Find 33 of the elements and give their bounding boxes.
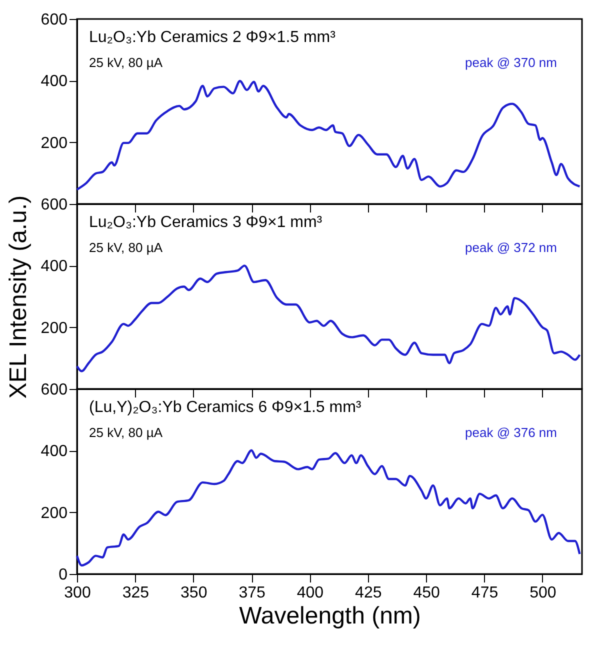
x-tick-label: 450 <box>413 584 440 602</box>
line-series <box>76 449 581 566</box>
annotation: peak @ 376 nm <box>465 425 557 440</box>
annotation: 25 kV, 80 µA <box>89 425 163 440</box>
x-tick-label: 300 <box>64 584 91 602</box>
annotation: peak @ 370 nm <box>465 55 557 70</box>
y-tick-label: 400 <box>40 443 68 460</box>
x-axis-title: Wavelength (nm) <box>239 602 421 630</box>
y-tick-label: 600 <box>40 382 68 398</box>
y-tick-label: 200 <box>40 320 68 337</box>
annotation: (Lu,Y)₂O₃:Yb Ceramics 6 Φ9×1.5 mm³ <box>89 399 362 416</box>
y-tick-label: 200 <box>40 134 68 152</box>
annotation: 25 kV, 80 µA <box>89 55 163 70</box>
line-series <box>76 80 581 191</box>
line-series <box>76 264 581 372</box>
x-tick-label: 475 <box>471 584 498 602</box>
x-tick-label: 425 <box>355 584 382 602</box>
annotation: peak @ 372 nm <box>465 240 557 255</box>
x-tick-label: 400 <box>296 584 324 602</box>
y-axis-title: XEL Intensity (a.u.) <box>4 195 32 399</box>
annotation: Lu₂O₃:Yb Ceramics 2 Φ9×1.5 mm³ <box>89 29 336 46</box>
y-tick-label: 400 <box>40 73 68 90</box>
y-tick-label: 600 <box>40 196 68 214</box>
y-tick-label: 0 <box>58 566 68 584</box>
x-tick-label: 375 <box>238 584 266 602</box>
y-tick-label: 200 <box>40 504 68 522</box>
annotation: Lu₂O₃:Yb Ceramics 3 Φ9×1 mm³ <box>89 214 323 231</box>
x-tick-label: 500 <box>530 584 556 602</box>
x-tick-label: 325 <box>122 584 150 602</box>
y-tick-label: 400 <box>40 258 68 276</box>
annotation: 25 kV, 80 µA <box>89 240 163 255</box>
x-tick-label: 350 <box>180 584 208 602</box>
y-tick-label: 600 <box>40 12 68 28</box>
